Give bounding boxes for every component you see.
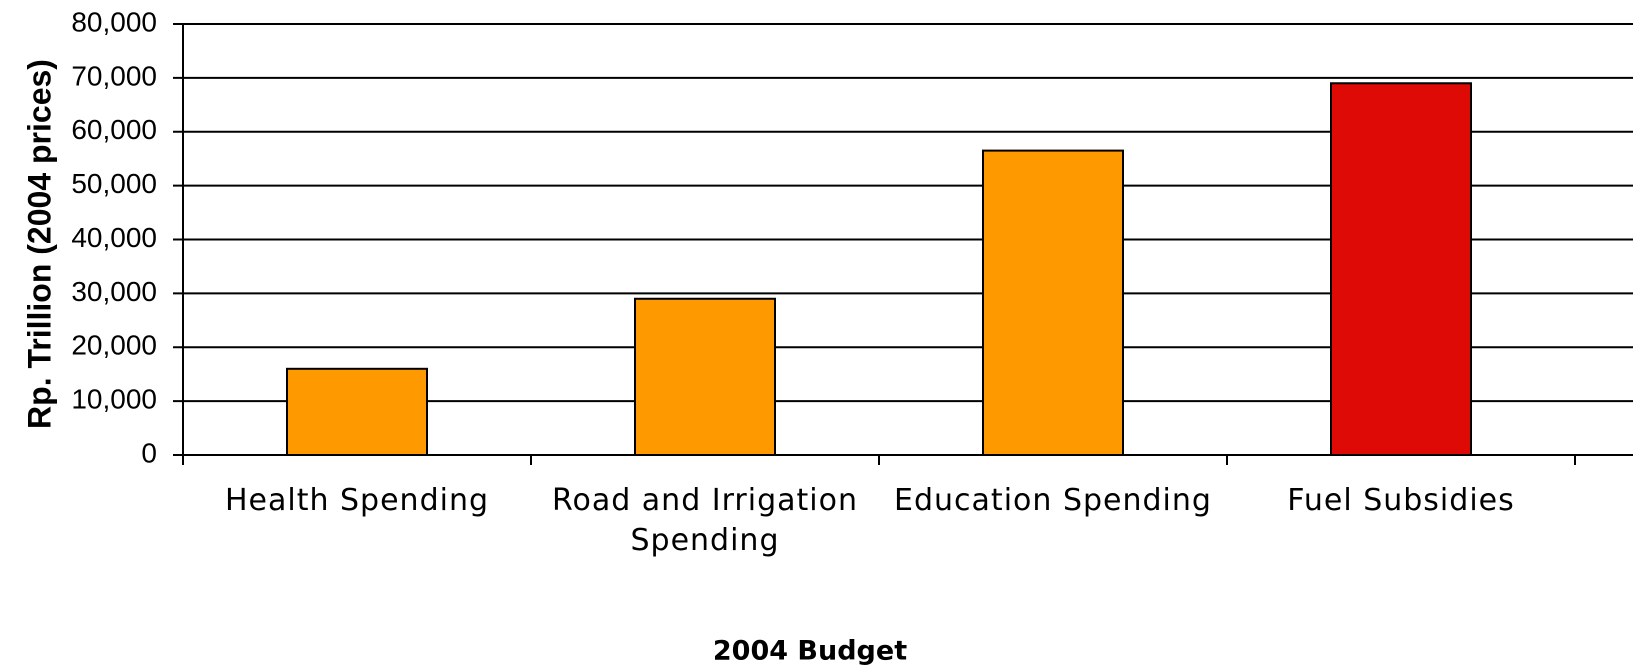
y-tick-label: 60,000 [71,114,157,145]
y-tick-label: 30,000 [71,276,157,307]
x-tick-label: Education Spending [894,483,1212,518]
x-axis-label: 2004 Budget [713,636,907,667]
y-tick-label: 70,000 [71,60,157,91]
y-tick-label: 80,000 [71,6,157,37]
x-tick-label: Road and Irrigation Spending [551,483,858,558]
x-tick-label: Fuel Subsidies [1287,483,1515,518]
x-tick-label: Health Spending [224,483,490,518]
y-tick-label: 0 [141,437,157,468]
y-tick-label: 10,000 [71,384,157,415]
bar [982,149,1124,456]
y-tick-label: 40,000 [71,222,157,253]
bar [286,367,428,456]
bar [1330,82,1472,456]
bar [634,297,776,457]
y-tick-label: 20,000 [71,330,157,361]
y-tick-label: 50,000 [71,168,157,199]
y-axis-label: Rp. Trillion (2004 prices) [21,59,57,429]
